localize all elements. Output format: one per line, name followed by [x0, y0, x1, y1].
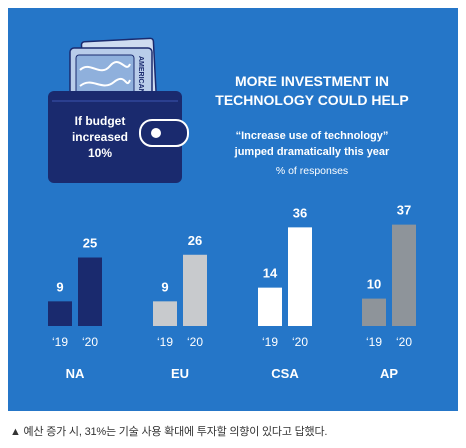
- data-label-eu-19: 9: [161, 279, 168, 294]
- bar-na-19: [48, 301, 72, 326]
- chart-unit: % of responses: [276, 165, 348, 177]
- chart-subtitle-line-1: “Increase use of technology”: [236, 130, 389, 142]
- bar-eu-19: [153, 301, 177, 326]
- bar-group: 9 ‘19 25 ‘20 NA 9 ‘19 26 ‘20 EU 14 ‘19 36 ‘20 CSA 10 ‘19…: [48, 203, 416, 381]
- bar-ap-20: [392, 224, 416, 326]
- group-label-na: NA: [66, 366, 85, 381]
- group-label-csa: CSA: [271, 366, 299, 381]
- chart-title-line-1: MORE INVESTMENT IN: [235, 73, 389, 89]
- tick-label-ap-19: ‘19: [366, 335, 382, 349]
- bar-ap-19: [362, 298, 386, 326]
- wallet-text-line-1: If budget: [75, 114, 126, 128]
- group-label-ap: AP: [380, 366, 398, 381]
- data-label-ap-19: 10: [367, 277, 381, 292]
- tick-label-na-20: ‘20: [82, 335, 98, 349]
- chart-subtitle-line-2: jumped dramatically this year: [234, 146, 390, 158]
- tick-label-eu-19: ‘19: [157, 335, 173, 349]
- chart-title-line-2: TECHNOLOGY COULD HELP: [215, 92, 408, 108]
- wallet-text-line-3: 10%: [88, 146, 112, 160]
- group-label-eu: EU: [171, 366, 189, 381]
- data-label-csa-19: 14: [263, 266, 278, 281]
- chart-svg: AMERICAN If budget increased 10% MORE IN…: [48, 37, 416, 381]
- tick-label-na-19: ‘19: [52, 335, 68, 349]
- wallet-icon: If budget increased 10%: [48, 91, 189, 183]
- infographic-panel: AMERICAN If budget increased 10% MORE IN…: [8, 8, 458, 411]
- bar-csa-19: [258, 287, 282, 326]
- bar-eu-20: [183, 254, 207, 326]
- data-label-csa-20: 36: [293, 205, 307, 220]
- card-label: AMERICAN: [137, 56, 144, 94]
- tick-label-eu-20: ‘20: [187, 335, 203, 349]
- tick-label-ap-20: ‘20: [396, 335, 412, 349]
- bar-na-20: [78, 257, 102, 326]
- tick-label-csa-19: ‘19: [262, 335, 278, 349]
- wallet-text-line-2: increased: [72, 130, 128, 144]
- bar-csa-20: [288, 227, 312, 326]
- tick-label-csa-20: ‘20: [292, 335, 308, 349]
- data-label-na-20: 25: [83, 236, 97, 251]
- data-label-ap-20: 37: [397, 203, 411, 218]
- data-label-eu-20: 26: [188, 233, 202, 248]
- wallet-clasp-icon: [151, 128, 161, 138]
- data-label-na-19: 9: [56, 279, 63, 294]
- image-caption: ▲ 예산 증가 시, 31%는 기술 사용 확대에 투자할 의향이 있다고 답했…: [10, 426, 328, 438]
